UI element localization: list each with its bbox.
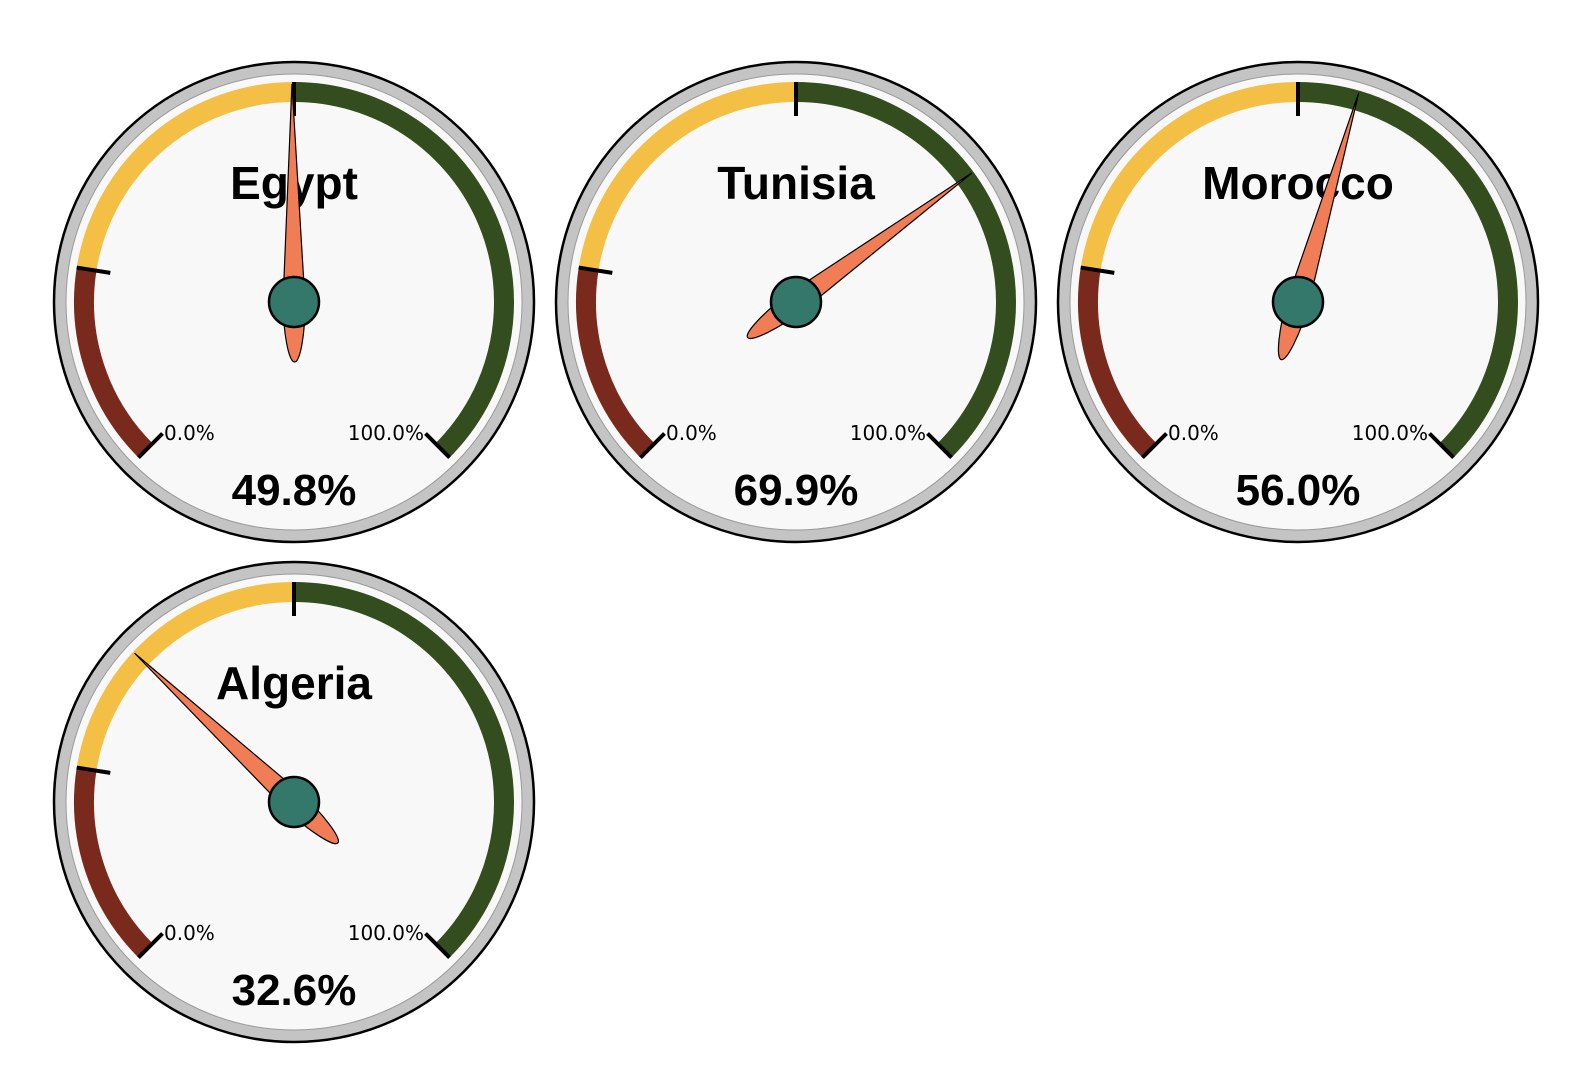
gauge-tick-0: [1141, 432, 1168, 459]
gauge-min-label: 0.0%: [164, 421, 215, 445]
gauge-band-0: [1078, 267, 1157, 458]
gauge-tick-1: [1080, 265, 1115, 275]
gauge-max-label: 100.0%: [348, 421, 424, 445]
gauge-egypt: 0.0%100.0%Egypt49.8%: [52, 60, 536, 544]
gauge-tick-0: [137, 432, 164, 459]
gauge-band-2: [1297, 82, 1518, 458]
gauge-min-label: 0.0%: [1168, 421, 1219, 445]
gauge-band-2: [293, 582, 514, 958]
gauge-max-label: 100.0%: [850, 421, 926, 445]
gauge-title: Algeria: [216, 657, 372, 709]
gauge-min-label: 0.0%: [666, 421, 717, 445]
gauge-value-label: 49.8%: [232, 466, 357, 515]
gauge-algeria: 0.0% 100.0% Algeria 32.6%: [52, 560, 536, 1044]
gauge-max-label: 100.0%: [1352, 421, 1428, 445]
gauge-band-0: [74, 767, 153, 958]
gauge-band-1: [76, 582, 295, 771]
gauge-tunisia: 0.0% 100.0% Tunisia 69.9%: [554, 60, 1038, 544]
gauge-band-0: [74, 267, 153, 458]
gauge-tick-3: [1428, 432, 1455, 459]
gauge-hub: [267, 775, 321, 829]
gauge-tick-3: [424, 932, 451, 959]
gauge-band-0: [576, 267, 655, 458]
gauge-value-label: 69.9%: [734, 466, 859, 515]
gauge-tick-1: [76, 765, 111, 775]
gauge-band-2: [293, 82, 514, 458]
gauge-morocco: 0.0% 100.0% Morocco 56.0%: [1056, 60, 1540, 544]
gauge-band-2: [795, 82, 1016, 458]
gauge-tick-3: [926, 432, 953, 459]
gauge-hub: [1271, 275, 1325, 329]
gauge-tick-1: [76, 265, 111, 275]
gauge-min-label: 0.0%: [164, 921, 215, 945]
gauge-band-1: [578, 82, 797, 271]
gauge-title: Tunisia: [717, 157, 875, 209]
gauge-tick-3: [424, 432, 451, 459]
gauge-band-1: [76, 82, 295, 271]
gauge-hub: [267, 275, 321, 329]
gauge-tick-1: [578, 265, 613, 275]
gauge-value-label: 56.0%: [1236, 466, 1361, 515]
gauge-band-1: [1080, 82, 1299, 271]
gauge-hub: [769, 275, 823, 329]
gauge-value-label: 32.6%: [232, 966, 357, 1015]
gauge-title: Morocco: [1202, 157, 1394, 209]
gauge-max-label: 100.0%: [348, 921, 424, 945]
gauge-tick-0: [639, 432, 666, 459]
gauge-tick-0: [137, 932, 164, 959]
